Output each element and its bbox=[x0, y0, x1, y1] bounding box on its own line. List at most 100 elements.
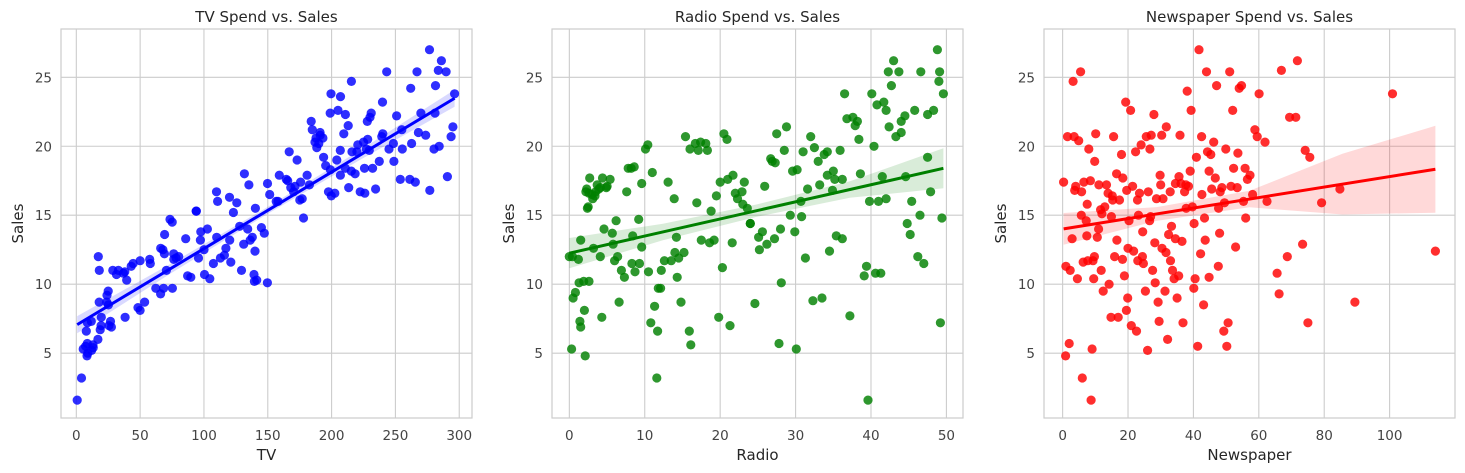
data-point bbox=[239, 169, 249, 179]
data-point bbox=[883, 67, 893, 77]
x-tick-label: 50 bbox=[132, 428, 149, 444]
x-axis-label: Radio bbox=[736, 446, 778, 464]
y-tick-label: 10 bbox=[526, 277, 543, 293]
data-point bbox=[889, 56, 899, 66]
data-point bbox=[637, 242, 647, 252]
data-point bbox=[1245, 170, 1255, 180]
data-point bbox=[297, 194, 307, 204]
data-point bbox=[186, 272, 196, 282]
data-point bbox=[881, 194, 891, 204]
data-point bbox=[666, 256, 676, 266]
y-axis-label: Sales bbox=[500, 203, 518, 243]
data-point bbox=[597, 173, 608, 183]
data-point bbox=[702, 145, 713, 155]
y-tick-label: 20 bbox=[526, 139, 543, 155]
data-point bbox=[252, 275, 262, 285]
data-point bbox=[296, 177, 306, 187]
data-point bbox=[864, 196, 875, 206]
x-tick-label: 80 bbox=[1316, 428, 1333, 444]
data-point bbox=[1112, 235, 1122, 245]
data-point bbox=[835, 145, 845, 155]
data-point bbox=[1131, 326, 1142, 336]
data-point bbox=[1298, 239, 1308, 249]
data-point bbox=[913, 252, 923, 262]
data-point bbox=[567, 344, 577, 354]
data-point bbox=[236, 265, 247, 275]
data-point bbox=[433, 65, 443, 75]
data-point bbox=[397, 144, 407, 154]
data-point bbox=[905, 229, 915, 240]
data-point bbox=[1091, 129, 1101, 139]
data-point bbox=[1254, 89, 1264, 99]
data-point bbox=[284, 147, 294, 157]
confidence-band bbox=[569, 148, 944, 269]
data-point bbox=[934, 76, 944, 86]
data-point bbox=[637, 178, 647, 189]
data-point bbox=[1155, 170, 1165, 180]
data-point bbox=[686, 340, 696, 350]
data-point bbox=[1196, 249, 1206, 259]
x-tick-label: 40 bbox=[1185, 428, 1202, 444]
data-point bbox=[425, 185, 435, 195]
data-point bbox=[1154, 316, 1164, 326]
data-point bbox=[634, 214, 644, 224]
data-point bbox=[1086, 395, 1096, 405]
data-point bbox=[1199, 213, 1210, 223]
data-point bbox=[1098, 286, 1108, 296]
data-point bbox=[803, 184, 813, 194]
data-point bbox=[579, 305, 590, 315]
data-point bbox=[371, 184, 381, 194]
data-point bbox=[663, 177, 673, 187]
y-tick-label: 25 bbox=[1018, 70, 1035, 86]
data-point bbox=[1150, 238, 1160, 248]
data-point bbox=[340, 109, 350, 120]
data-point bbox=[1160, 286, 1170, 296]
data-point bbox=[1076, 210, 1086, 220]
data-point bbox=[76, 373, 87, 383]
data-point bbox=[1221, 144, 1231, 154]
data-point bbox=[1106, 312, 1116, 322]
data-point bbox=[630, 267, 640, 277]
data-point bbox=[406, 83, 416, 93]
data-point bbox=[602, 181, 612, 191]
data-point bbox=[247, 232, 257, 242]
data-point bbox=[809, 143, 820, 153]
data-point bbox=[919, 258, 929, 269]
data-point bbox=[326, 89, 336, 99]
data-point bbox=[335, 145, 345, 155]
data-point bbox=[1305, 152, 1315, 162]
data-point bbox=[1143, 345, 1153, 355]
data-point bbox=[711, 191, 722, 201]
data-point bbox=[1087, 344, 1097, 354]
data-point bbox=[1104, 279, 1114, 289]
data-point bbox=[872, 100, 882, 110]
data-point bbox=[776, 278, 786, 288]
data-point bbox=[1212, 81, 1222, 91]
plot-frame bbox=[551, 28, 964, 419]
data-point bbox=[1236, 81, 1247, 91]
data-point bbox=[1177, 236, 1187, 246]
data-point bbox=[929, 105, 939, 115]
data-point bbox=[1157, 130, 1167, 140]
data-point bbox=[1094, 180, 1104, 190]
data-point bbox=[1292, 56, 1302, 66]
data-point bbox=[1143, 187, 1153, 197]
x-tick-label: 250 bbox=[383, 428, 409, 444]
data-point bbox=[750, 298, 760, 309]
data-point bbox=[770, 158, 780, 168]
data-point bbox=[900, 111, 910, 121]
data-point bbox=[1201, 67, 1212, 77]
data-point bbox=[762, 239, 772, 249]
data-point bbox=[1082, 199, 1092, 209]
data-point bbox=[1186, 105, 1196, 115]
data-point bbox=[1119, 271, 1129, 281]
data-point bbox=[1158, 194, 1168, 204]
data-point bbox=[938, 89, 949, 99]
data-point bbox=[1107, 191, 1117, 201]
data-point bbox=[174, 252, 184, 262]
data-point bbox=[894, 67, 904, 77]
data-point bbox=[202, 224, 212, 234]
data-point bbox=[1109, 132, 1119, 142]
data-point bbox=[384, 144, 394, 154]
x-tick-label: 200 bbox=[319, 428, 345, 444]
